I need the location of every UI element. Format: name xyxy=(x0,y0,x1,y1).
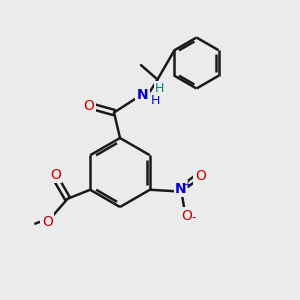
Text: H: H xyxy=(151,94,160,107)
Text: N: N xyxy=(175,182,187,196)
Text: O: O xyxy=(84,99,94,112)
Text: N: N xyxy=(137,88,148,102)
Text: O: O xyxy=(42,215,53,229)
Text: O: O xyxy=(195,169,206,183)
Text: +: + xyxy=(183,180,191,190)
Text: O: O xyxy=(181,209,192,223)
Text: -: - xyxy=(191,211,196,224)
Text: H: H xyxy=(155,82,165,95)
Text: O: O xyxy=(50,168,61,182)
